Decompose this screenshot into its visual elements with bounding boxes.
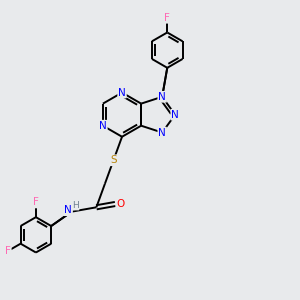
Text: N: N <box>118 88 126 98</box>
Text: O: O <box>116 199 124 209</box>
Text: F: F <box>164 13 170 23</box>
Text: N: N <box>64 205 72 215</box>
Text: N: N <box>171 110 179 120</box>
Text: S: S <box>110 155 117 165</box>
Text: F: F <box>33 197 39 208</box>
Text: F: F <box>5 246 11 256</box>
Text: H: H <box>72 201 79 210</box>
Text: N: N <box>158 92 166 102</box>
Text: N: N <box>99 121 107 131</box>
Text: N: N <box>158 128 166 137</box>
